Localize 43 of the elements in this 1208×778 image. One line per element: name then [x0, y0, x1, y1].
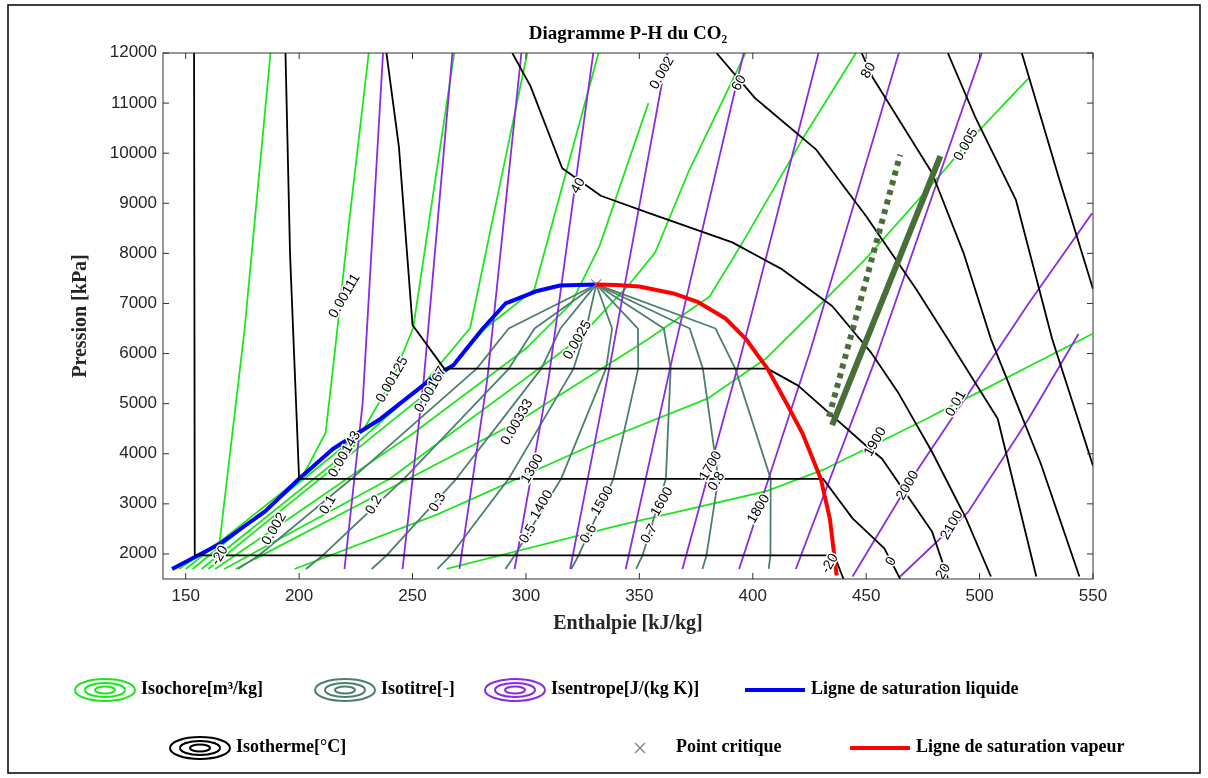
annotation: 0.7 [636, 520, 660, 546]
x-tick-label: 450 [851, 586, 881, 605]
x-tick-label: 400 [738, 586, 767, 605]
y-tick-label: 12000 [109, 42, 157, 62]
annotation: 40 [566, 174, 588, 196]
y-tick-label: 8000 [119, 242, 157, 262]
y-tick-label: 6000 [119, 343, 157, 363]
y-axis-title: Pression [kPa] [68, 254, 90, 378]
y-tick-label: 5000 [119, 393, 157, 413]
y-tick-label: 3000 [119, 493, 157, 513]
annotation: 0.5 [514, 520, 539, 546]
annotation: 0 [881, 553, 899, 569]
x-tick-label: 500 [965, 586, 994, 605]
x-tick-label: 200 [284, 586, 314, 605]
y-tick-label: 10000 [109, 142, 157, 162]
x-tick-label: 300 [511, 586, 541, 605]
legend-label: Isotitre[-] [381, 678, 455, 699]
y-tick-label: 4000 [119, 443, 157, 463]
annotation: 20 [931, 559, 954, 582]
annotation: 0.2 [361, 491, 385, 517]
x-tick-label: 350 [625, 586, 654, 605]
legend-label: Point critique [676, 736, 782, 757]
y-tick-label: 9000 [119, 192, 157, 212]
annotation: 80 [856, 58, 879, 81]
legend-label: Ligne de saturation vapeur [916, 736, 1125, 757]
x-tick-label: 150 [171, 586, 200, 605]
x-axis-title: Enthalpie [kJ/kg] [553, 611, 703, 634]
annotation: 0.1 [314, 491, 339, 517]
legend-label: Isotherme[°C] [236, 736, 347, 757]
annotation: 60 [727, 71, 749, 94]
legend-label: Ligne de saturation liquide [811, 678, 1019, 699]
legend-label: Isentrope[J/(kg K)] [551, 678, 700, 700]
x-tick-label: 250 [398, 586, 427, 605]
annotation: -20 [816, 549, 841, 576]
y-tick-label: 7000 [119, 292, 157, 312]
legend-label: Isochore[m³/kg] [141, 678, 264, 699]
y-tick-label: 2000 [119, 543, 157, 563]
annotation: -20 [206, 541, 231, 568]
annotation: 0.6 [575, 520, 600, 546]
chart-title: Diagramme P-H du CO₂ [528, 22, 728, 43]
y-tick-label: 11000 [110, 92, 157, 112]
annotation: 0.3 [424, 489, 449, 515]
x-tick-label: 550 [1078, 586, 1108, 605]
